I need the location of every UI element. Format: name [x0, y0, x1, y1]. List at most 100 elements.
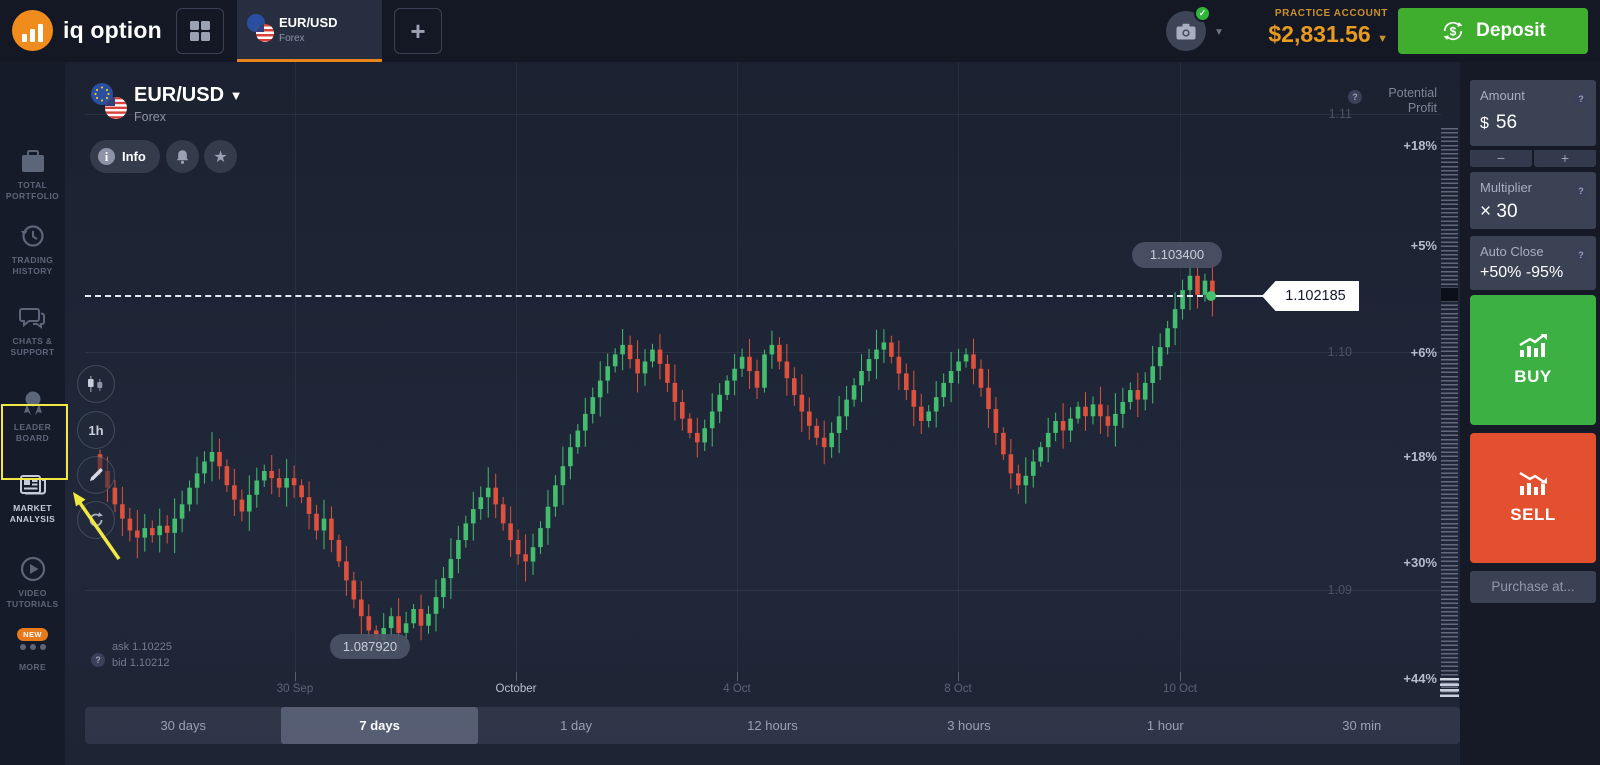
multiplier-label: Multiplier	[1480, 180, 1533, 195]
chart-type-button[interactable]	[77, 365, 115, 403]
timeframe-7-days[interactable]: 7 days	[281, 707, 478, 744]
period-low-tag: 1.087920	[330, 634, 410, 659]
timeframe-bar: 30 days 7 days 1 day 12 hours 3 hours 1 …	[85, 707, 1460, 744]
interval-button[interactable]: 1h	[77, 411, 115, 449]
purchase-at-button[interactable]: Purchase at...	[1470, 571, 1596, 603]
tab-title: EUR/USD	[279, 15, 338, 30]
asset-grid-button[interactable]	[176, 8, 224, 54]
help-icon[interactable]: ?	[91, 650, 105, 668]
instrument-selector[interactable]: EUR/USD ▼	[134, 84, 242, 107]
info-label: Info	[122, 149, 146, 164]
pencil-icon	[90, 468, 103, 481]
timeframe-3-hours[interactable]: 3 hours	[947, 718, 991, 733]
briefcase-icon	[21, 150, 44, 172]
x-axis-label: 8 Oct	[944, 683, 972, 695]
news-icon	[19, 475, 46, 495]
amount-increase-button[interactable]: +	[1534, 150, 1596, 167]
bid-quote: bid 1.10212	[112, 657, 170, 669]
x-axis-label: October	[495, 683, 537, 695]
deposit-button[interactable]: $ Deposit	[1398, 8, 1588, 54]
camera-icon	[1176, 23, 1196, 39]
auto-close-value: +50% -95%	[1480, 264, 1564, 281]
chevron-down-icon[interactable]: ▼	[1214, 27, 1224, 38]
logo-text: iq option	[63, 17, 162, 43]
instrument-name: EUR/USD	[134, 84, 225, 106]
potential-profit-header: Potential Profit	[1388, 86, 1437, 115]
iq-option-logo-icon	[12, 10, 53, 51]
profit-ruler-foot	[1440, 678, 1459, 700]
sidebar-item-more[interactable]: NEW MORE	[17, 628, 48, 672]
period-high-tag: 1.103400	[1132, 242, 1222, 268]
buy-label: BUY	[1514, 367, 1552, 386]
star-icon: ★	[213, 148, 228, 166]
help-icon[interactable]: ?	[1574, 89, 1588, 107]
timeframe-30-min[interactable]: 30 min	[1342, 718, 1382, 733]
amount-decrease-button[interactable]: −	[1470, 150, 1532, 167]
sidebar-item-leader-board[interactable]: LEADER BOARD	[0, 390, 65, 444]
top-bar: iq option EUR/USD Forex + ✓ ▼	[0, 0, 1600, 62]
profit-scale-label: +6%	[1410, 345, 1437, 360]
timeframe-1-hour[interactable]: 1 hour	[1146, 718, 1184, 733]
y-axis-tick: 1.09	[1327, 583, 1352, 597]
sell-button[interactable]: SELL	[1470, 433, 1596, 563]
favorite-button[interactable]: ★	[204, 140, 237, 173]
account-type-label: PRACTICE ACCOUNT	[1274, 8, 1388, 19]
grid-line-horizontal	[85, 114, 1441, 115]
timeframe-1-day[interactable]: 1 day	[560, 718, 592, 733]
account-switcher[interactable]: PRACTICE ACCOUNT $2,831.56 ▼	[1240, 8, 1388, 48]
alert-button[interactable]	[166, 140, 199, 173]
check-badge-icon: ✓	[1194, 5, 1211, 22]
auto-close-label: Auto Close	[1480, 244, 1544, 259]
medal-icon	[23, 391, 42, 415]
help-icon[interactable]: ?	[1574, 181, 1588, 199]
current-price-line	[85, 295, 1213, 297]
info-button[interactable]: i Info	[90, 140, 160, 173]
x-axis-tickmark	[516, 672, 517, 681]
multiplier-panel[interactable]: Multiplier ? × 30	[1470, 172, 1596, 229]
asset-tab-eurusd[interactable]: EUR/USD Forex	[237, 0, 382, 62]
x-axis-tickmark	[295, 672, 296, 681]
grid-line-horizontal	[85, 352, 1441, 353]
sell-chart-icon	[1519, 471, 1547, 495]
sidebar-item-market-analysis[interactable]: MARKET ANALYSIS	[0, 473, 65, 525]
auto-close-panel[interactable]: Auto Close ? +50% -95%	[1470, 236, 1596, 290]
refresh-chart-button[interactable]	[77, 501, 115, 539]
current-price-line-solid	[1211, 295, 1265, 297]
amount-value[interactable]: $56	[1480, 112, 1518, 133]
grid-line-vertical	[958, 62, 959, 686]
x-axis-tickmark	[737, 672, 738, 681]
buy-button[interactable]: BUY	[1470, 295, 1596, 425]
y-axis-tick: 1.10	[1327, 345, 1352, 359]
current-price-tag: 1.102185	[1262, 281, 1359, 311]
x-axis-tickmark	[1180, 672, 1181, 681]
help-icon[interactable]: ?	[1348, 87, 1362, 105]
account-balance: $2,831.56 ▼	[1268, 21, 1388, 47]
sidebar-item-trading-history[interactable]: TRADING HISTORY	[0, 223, 65, 277]
timeframe-12-hours[interactable]: 12 hours	[747, 718, 798, 733]
svg-text:$: $	[1450, 24, 1457, 38]
x-axis-label: 30 Sep	[276, 683, 314, 695]
sidebar-item-total-portfolio[interactable]: TOTAL PORTFOLIO	[0, 150, 65, 202]
draw-tool-button[interactable]	[77, 456, 115, 494]
add-asset-button[interactable]: +	[394, 8, 442, 54]
timeframe-30-days[interactable]: 30 days	[160, 718, 206, 733]
amount-stepper: − +	[1470, 150, 1596, 167]
amount-panel[interactable]: Amount ? $56	[1470, 80, 1596, 146]
profit-scale-label: +18%	[1403, 449, 1437, 464]
y-axis-tick: 1.11	[1328, 107, 1352, 121]
profit-scale-label: +44%	[1403, 671, 1437, 686]
instrument-market: Forex	[134, 110, 166, 124]
buy-chart-icon	[1519, 334, 1547, 357]
chat-bubbles-icon	[18, 308, 45, 329]
help-icon[interactable]: ?	[1574, 245, 1588, 263]
logo[interactable]: iq option	[12, 10, 162, 51]
interval-label: 1h	[88, 422, 104, 438]
sidebar-item-video-tutorials[interactable]: VIDEO TUTORIALS	[0, 556, 65, 610]
deposit-dollar-icon: $	[1443, 21, 1463, 41]
x-axis-label: 10 Oct	[1163, 683, 1197, 695]
sidebar-item-chats-support[interactable]: CHATS & SUPPORT	[0, 306, 65, 358]
tab-subtitle: Forex	[279, 33, 305, 44]
profit-ruler[interactable]	[1441, 128, 1458, 694]
sell-label: SELL	[1510, 505, 1556, 524]
